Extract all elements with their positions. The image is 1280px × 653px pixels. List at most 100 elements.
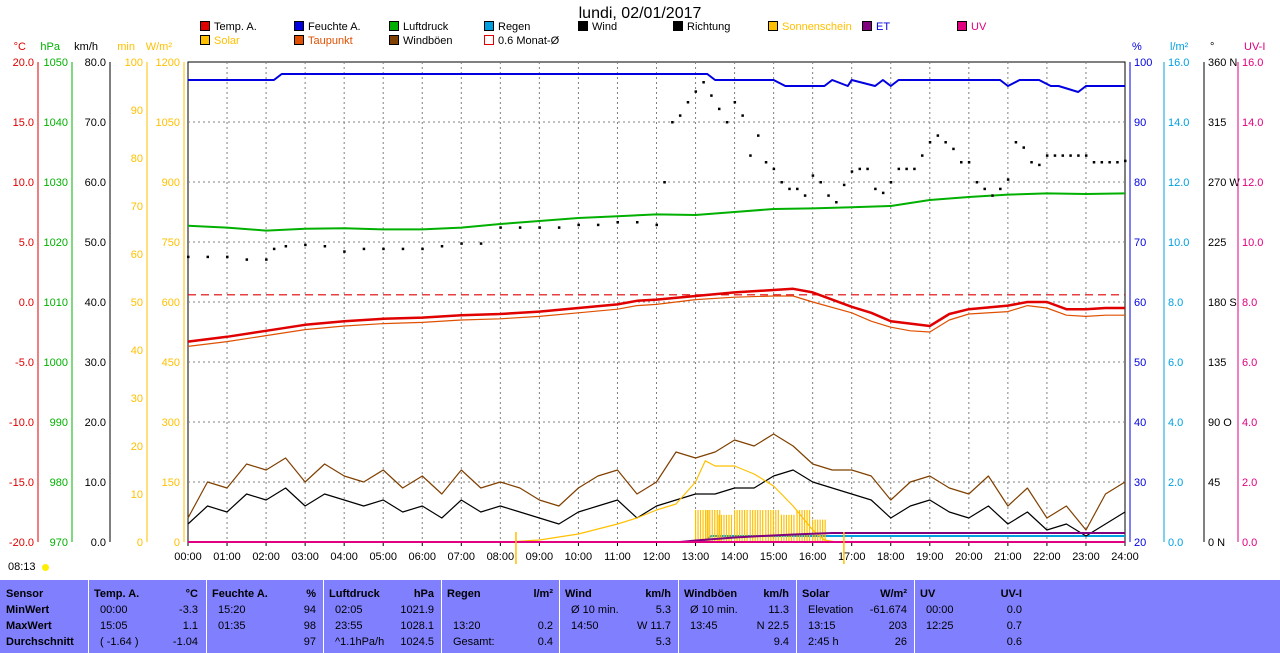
x-tick-label: 00:00 xyxy=(174,551,202,563)
summary-cell-value: 5.3 xyxy=(655,636,671,648)
wind-direction-point xyxy=(858,167,862,171)
axis-tick-label: 0.0 xyxy=(19,297,34,309)
legend-item: Taupunkt xyxy=(294,35,353,47)
axis-tick-label: 8.0 xyxy=(1242,297,1257,309)
axis-tick-label: 450 xyxy=(162,357,180,369)
wind-direction-point xyxy=(1053,154,1057,157)
x-tick-label: 04:00 xyxy=(330,551,358,563)
wind-direction-point xyxy=(1084,154,1088,157)
axis-tick-label: 30.0 xyxy=(85,357,106,369)
x-tick-label: 13:00 xyxy=(682,551,710,563)
axis-tick-label: 0 xyxy=(137,537,143,549)
wind-direction-point xyxy=(272,247,276,251)
axis-tick-label: 0 xyxy=(174,537,180,549)
legend-item: UV xyxy=(957,21,986,33)
axis-tick-label: 970 xyxy=(50,537,68,549)
axis-unit-label: % xyxy=(1132,41,1142,53)
summary-header: Temp. A. xyxy=(94,588,140,600)
summary-cell-label: 13:15 xyxy=(808,620,836,632)
axis-tick-label: 2.0 xyxy=(1168,477,1183,489)
column-separator xyxy=(323,580,324,653)
wind-direction-point xyxy=(960,161,963,164)
wind-direction-point xyxy=(265,258,268,261)
series-line-wind xyxy=(187,469,1126,537)
series-line-luftdruck xyxy=(187,192,1126,232)
axis-unit-label: UV-I xyxy=(1244,41,1265,53)
wind-direction-point xyxy=(874,187,877,191)
axis-tick-label: -20.0 xyxy=(9,537,34,549)
axis-tick-label: 1050 xyxy=(44,57,68,69)
axis-tick-label: 1010 xyxy=(44,297,68,309)
axis-tick-label: 135 xyxy=(1208,357,1226,369)
wind-direction-point xyxy=(710,94,713,97)
legend-item: Regen xyxy=(484,21,530,33)
axis-tick-label: 40 xyxy=(1134,417,1146,429)
axis-tick-label: 80.0 xyxy=(85,57,106,69)
wind-direction-point xyxy=(866,167,869,171)
column-separator xyxy=(206,580,207,653)
wind-direction-point xyxy=(928,141,932,144)
summary-row-label: Durchschnitt xyxy=(6,636,74,648)
sun-icon xyxy=(42,564,49,571)
axis-tick-label: 50.0 xyxy=(85,237,106,249)
summary-cell-label: 01:35 xyxy=(218,620,246,632)
axis-tick-label: 360 N xyxy=(1208,57,1237,69)
wind-direction-point xyxy=(694,90,698,93)
axis-tick-label: 150 xyxy=(162,477,180,489)
wind-direction-point xyxy=(842,183,846,187)
wind-direction-point xyxy=(460,242,463,245)
summary-header: Windböen xyxy=(684,588,738,600)
x-tick-label: 24:00 xyxy=(1111,551,1139,563)
series-line-windb-en xyxy=(187,433,1126,531)
wind-direction-point xyxy=(1006,178,1010,181)
wind-direction-point xyxy=(1022,146,1025,149)
legend-label: 0.6 Monat-Ø xyxy=(498,35,560,47)
legend-item: Richtung xyxy=(673,21,730,33)
summary-cell-label: 00:00 xyxy=(926,604,954,616)
axis-tick-label: 80 xyxy=(131,153,143,165)
wind-direction-point xyxy=(749,154,752,157)
x-tick-label: 01:00 xyxy=(213,551,241,563)
legend-swatch xyxy=(862,21,872,31)
axis-tick-label: 70 xyxy=(131,201,143,213)
axis-tick-label: 90 xyxy=(1134,117,1146,129)
axis-tick-label: 1020 xyxy=(44,237,68,249)
axis-tick-label: 16.0 xyxy=(1168,57,1189,69)
x-tick-label: 20:00 xyxy=(955,551,983,563)
wind-direction-point xyxy=(936,134,940,137)
summary-table: Sensor Temp. A. °C Feuchte A.% Luftdruck hPa R… xyxy=(0,580,1280,653)
column-separator xyxy=(796,580,797,653)
axis-tick-label: 30 xyxy=(1134,477,1146,489)
axis-tick-label: 90 O xyxy=(1208,417,1232,429)
summary-cell-label: 2:45 h xyxy=(808,636,839,648)
summary-header: Feuchte A. xyxy=(212,588,268,600)
summary-cell-value: 1024.5 xyxy=(400,636,434,648)
axis-tick-label: 10.0 xyxy=(13,177,34,189)
legend-item: Feuchte A. xyxy=(294,21,361,33)
wind-direction-point xyxy=(811,174,815,177)
axis-tick-label: 270 W xyxy=(1208,177,1240,189)
axis-tick-label: 6.0 xyxy=(1242,357,1257,369)
legend-item: Wind xyxy=(578,21,617,33)
wind-direction-point xyxy=(835,201,838,204)
axis-tick-label: 50 xyxy=(1134,357,1146,369)
x-tick-label: 11:00 xyxy=(604,551,631,563)
summary-cell-value: 1028.1 xyxy=(400,620,434,632)
axis-tick-label: 20.0 xyxy=(13,57,34,69)
axis-tick-label: 20.0 xyxy=(85,417,106,429)
summary-cell-value: 0.7 xyxy=(1006,620,1022,632)
axis-tick-label: 0 N xyxy=(1208,537,1225,549)
current-time-label: 08:13 xyxy=(8,561,36,573)
summary-cell-label: ( -1.64 ) xyxy=(100,636,139,648)
wind-direction-point xyxy=(999,187,1002,191)
legend-label: Taupunkt xyxy=(308,35,353,47)
legend-swatch xyxy=(484,21,494,31)
wind-direction-point xyxy=(905,167,908,171)
axis-unit-label: l/m² xyxy=(1170,41,1189,53)
wind-direction-point xyxy=(678,114,682,117)
axis-tick-label: 14.0 xyxy=(1168,117,1189,129)
legend-label: Regen xyxy=(498,21,531,33)
summary-cell-value: 98 xyxy=(303,620,316,632)
axis-tick-label: 750 xyxy=(162,237,180,249)
wind-direction-point xyxy=(952,147,955,151)
